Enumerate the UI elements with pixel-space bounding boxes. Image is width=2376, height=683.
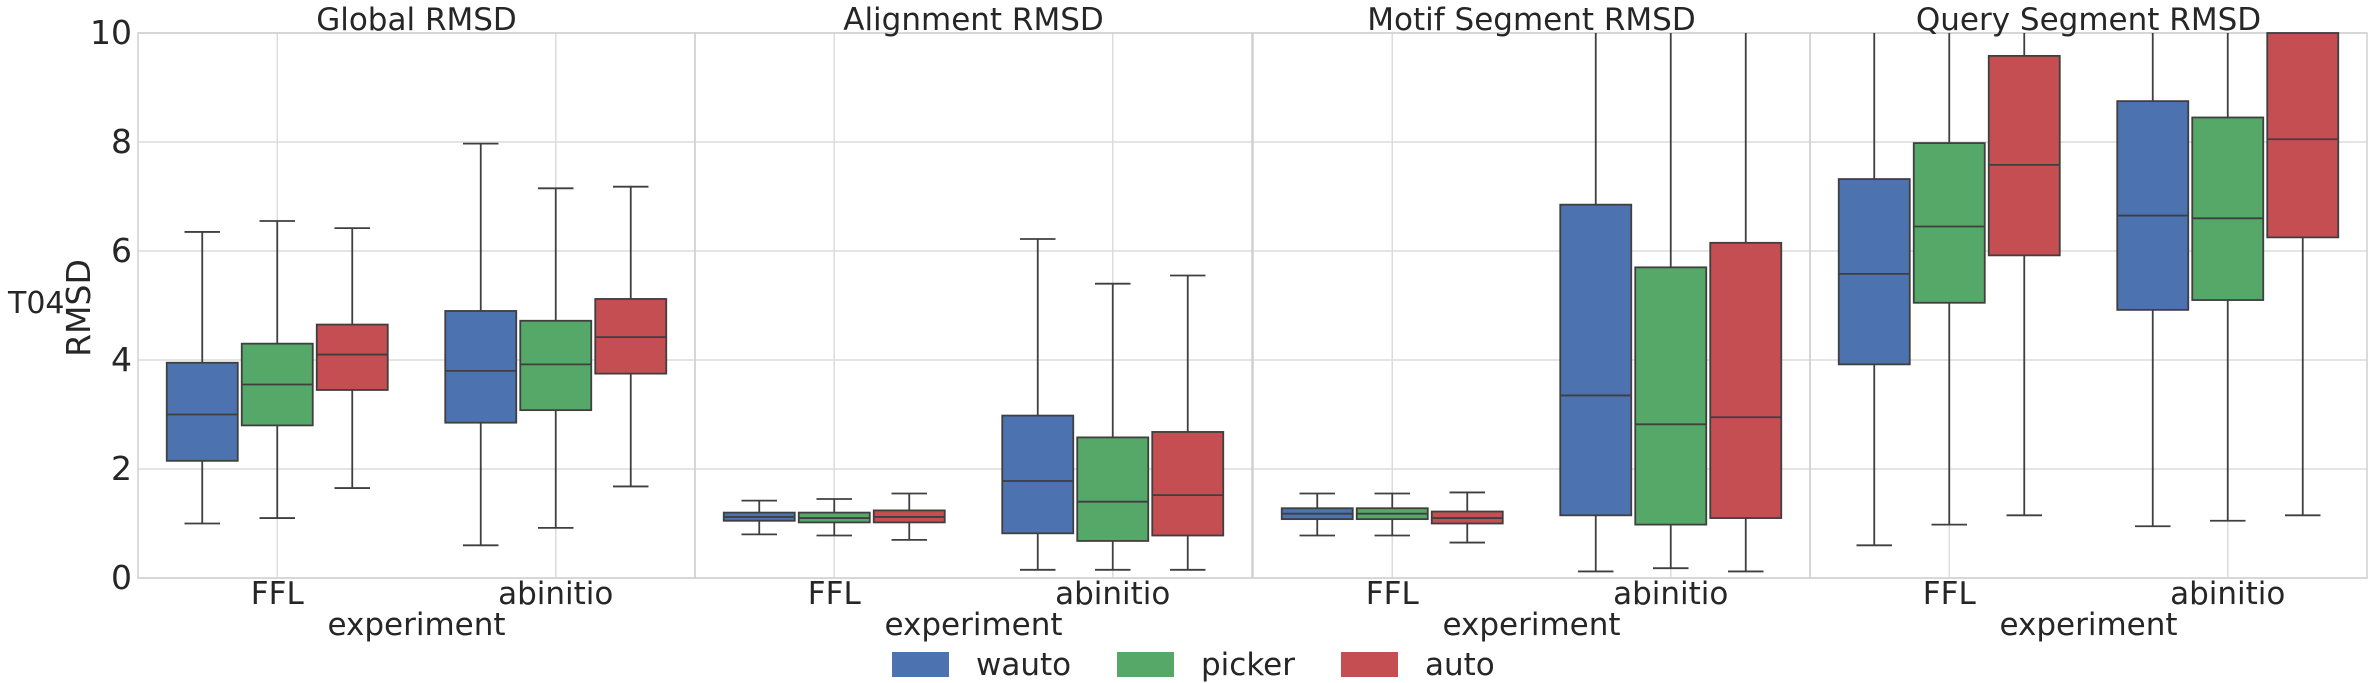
x-tick-label: FFL	[251, 576, 305, 612]
legend-swatch	[1117, 652, 1174, 677]
box-picker-abinitio	[2191, 33, 2265, 522]
x-tick-label: FFL	[1923, 576, 1977, 612]
y-tick-label: 0	[111, 558, 132, 597]
panel-title: Query Segment RMSD	[1916, 2, 2261, 38]
box-body	[2116, 100, 2190, 311]
box-auto-FFL	[872, 492, 946, 541]
legend-label: wauto	[976, 647, 1071, 683]
row-label: T04	[7, 286, 65, 321]
legend-swatch	[1341, 652, 1398, 677]
box-picker-FFL	[1355, 492, 1429, 537]
box-wauto-abinitio	[444, 142, 518, 547]
box-auto-abinitio	[1709, 33, 1783, 573]
panel-title: Global RMSD	[316, 2, 517, 38]
y-tick-label: 10	[90, 13, 132, 52]
panel-title: Motif Segment RMSD	[1367, 2, 1695, 38]
panel-frame	[694, 32, 1253, 579]
legend-swatch	[892, 652, 949, 677]
legend-item-picker: picker	[1117, 647, 1295, 683]
box-body	[1001, 414, 1075, 535]
y-tick-label: 2	[111, 449, 132, 488]
x-tick-label: abinitio	[2170, 576, 2285, 612]
box-body	[444, 310, 518, 424]
y-tick-label: 6	[111, 231, 132, 270]
box-wauto-FFL	[722, 499, 796, 536]
legend-label: picker	[1201, 647, 1295, 683]
x-tick-label: abinitio	[498, 576, 613, 612]
box-body	[519, 319, 593, 412]
legend: wauto picker auto	[892, 647, 1495, 683]
box-body	[2266, 32, 2340, 239]
box-wauto-FFL	[1837, 33, 1911, 547]
box-body	[1912, 142, 1986, 304]
box-body	[165, 361, 239, 462]
box-picker-FFL	[1912, 33, 1986, 526]
box-auto-FFL	[1987, 33, 2061, 517]
box-wauto-FFL	[165, 231, 239, 525]
x-axis-label: experiment	[1442, 607, 1620, 643]
box-auto-abinitio	[1151, 274, 1225, 571]
x-tick-label: FFL	[808, 576, 862, 612]
box-body	[1076, 436, 1150, 542]
box-wauto-abinitio	[1559, 33, 1633, 573]
box-wauto-abinitio	[2116, 33, 2190, 528]
box-auto-abinitio	[594, 185, 668, 488]
box-body	[1837, 178, 1911, 366]
box-picker-FFL	[240, 220, 314, 519]
y-tick-label: 8	[111, 122, 132, 161]
box-body	[1559, 203, 1633, 517]
x-tick-label: FFL	[1366, 576, 1420, 612]
x-axis-label: experiment	[884, 607, 1062, 643]
box-body	[1151, 431, 1225, 537]
box-body	[1709, 241, 1783, 519]
legend-item-auto: auto	[1341, 647, 1495, 683]
panel-frame	[1809, 32, 2368, 579]
x-axis-label: experiment	[327, 607, 505, 643]
box-auto-abinitio	[2266, 32, 2340, 517]
box-wauto-abinitio	[1001, 238, 1075, 571]
panel-title: Alignment RMSD	[843, 2, 1104, 38]
box-body	[1987, 54, 2061, 257]
box-auto-FFL	[1430, 491, 1504, 544]
y-tick-label: 4	[111, 340, 132, 379]
x-axis-label: experiment	[1999, 607, 2177, 643]
box-body	[315, 323, 389, 391]
x-tick-label: abinitio	[1055, 576, 1170, 612]
box-picker-abinitio	[519, 187, 593, 529]
x-tick-label: abinitio	[1613, 576, 1728, 612]
box-picker-FFL	[797, 498, 871, 537]
box-wauto-FFL	[1280, 492, 1354, 537]
box-auto-FFL	[315, 227, 389, 489]
legend-item-wauto: wauto	[892, 647, 1071, 683]
box-picker-abinitio	[1634, 33, 1708, 570]
legend-label: auto	[1425, 647, 1495, 683]
box-body	[2191, 116, 2265, 301]
box-picker-abinitio	[1076, 282, 1150, 571]
box-body	[1634, 266, 1708, 526]
y-axis-label: RMSD	[59, 259, 98, 357]
